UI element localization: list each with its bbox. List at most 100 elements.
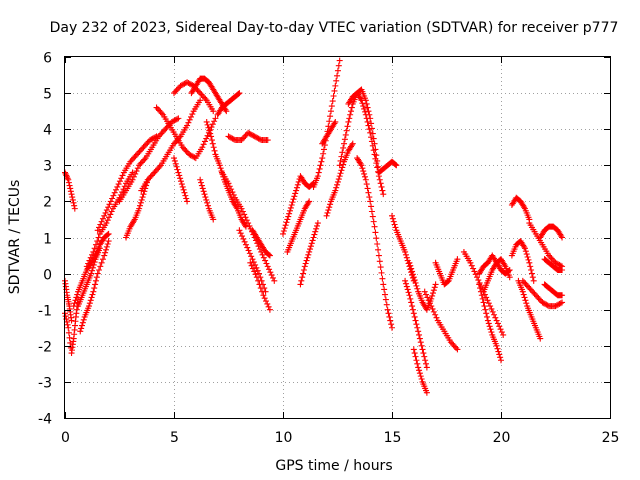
data-point bbox=[519, 288, 526, 295]
data-point-interp bbox=[207, 130, 214, 137]
data-point-interp bbox=[525, 256, 532, 263]
data-point-interp bbox=[429, 290, 436, 297]
data-point-interp bbox=[141, 156, 148, 163]
data-point-interp bbox=[293, 184, 300, 191]
data-point-interp bbox=[370, 218, 377, 225]
series-arc-30 bbox=[336, 86, 382, 176]
data-point bbox=[266, 252, 273, 259]
data-point-interp bbox=[252, 134, 259, 141]
series-arc-03 bbox=[62, 277, 75, 324]
data-point bbox=[410, 346, 417, 353]
data-point-interp bbox=[527, 263, 534, 270]
series-arc-15 bbox=[171, 155, 191, 205]
data-point bbox=[129, 176, 136, 183]
data-point-interp bbox=[200, 141, 207, 148]
data-point-interp bbox=[287, 204, 294, 211]
data-point bbox=[371, 223, 378, 230]
data-point bbox=[90, 288, 97, 295]
data-point bbox=[203, 118, 210, 125]
data-point-interp bbox=[549, 256, 556, 263]
data-point-interp bbox=[110, 192, 117, 199]
data-point-interp bbox=[295, 178, 302, 185]
data-point-interp bbox=[470, 265, 477, 272]
data-point-interp bbox=[378, 183, 385, 190]
data-point-interp bbox=[521, 279, 528, 286]
data-point-interp bbox=[369, 142, 376, 149]
data-point-interp bbox=[158, 110, 165, 117]
data-point-interp bbox=[105, 204, 112, 211]
data-point-interp bbox=[408, 299, 415, 306]
data-point-interp bbox=[242, 214, 249, 221]
data-point bbox=[559, 292, 566, 299]
data-point bbox=[251, 133, 258, 140]
data-point-interp bbox=[131, 154, 138, 161]
series-arc-09 bbox=[116, 115, 182, 205]
data-point-interp bbox=[365, 108, 372, 115]
data-point-interp bbox=[386, 313, 393, 320]
data-point-interp bbox=[137, 199, 144, 206]
data-point-interp bbox=[140, 157, 147, 164]
x-tick-label: 0 bbox=[61, 430, 70, 446]
data-point-interp bbox=[331, 87, 338, 94]
data-point-interp bbox=[237, 230, 244, 237]
data-point bbox=[236, 227, 243, 234]
data-point bbox=[559, 266, 566, 273]
data-point-interp bbox=[486, 323, 493, 330]
series-arc-26 bbox=[297, 220, 321, 288]
data-point-interp bbox=[96, 224, 103, 231]
data-point-interp bbox=[174, 85, 181, 92]
data-point-interp bbox=[528, 266, 535, 273]
data-point bbox=[402, 248, 409, 255]
data-point-interp bbox=[307, 243, 314, 250]
data-point bbox=[480, 299, 487, 306]
data-point-interp bbox=[426, 300, 433, 307]
data-point-interp bbox=[64, 175, 71, 182]
data-point-interp bbox=[144, 139, 151, 146]
data-point bbox=[447, 339, 454, 346]
data-point-interp bbox=[90, 261, 97, 268]
data-point-interp bbox=[97, 263, 104, 270]
series-arc-23 bbox=[249, 227, 273, 259]
data-point-interp bbox=[93, 274, 100, 281]
data-point-interp bbox=[313, 225, 320, 232]
series-arc-49 bbox=[537, 223, 566, 241]
data-point-interp bbox=[91, 245, 98, 252]
data-point bbox=[393, 162, 400, 169]
series-arc-32 bbox=[354, 155, 395, 331]
data-point-interp bbox=[195, 88, 202, 95]
y-tick-label: 6 bbox=[43, 51, 52, 67]
data-point bbox=[184, 79, 191, 86]
y-tick-label: 1 bbox=[43, 232, 52, 248]
y-tick-label: -4 bbox=[38, 412, 52, 428]
data-point-interp bbox=[525, 283, 532, 290]
data-point bbox=[498, 357, 504, 364]
data-point bbox=[410, 274, 417, 281]
series-arc-38 bbox=[421, 288, 461, 353]
data-point bbox=[114, 183, 121, 190]
data-point bbox=[256, 270, 263, 277]
data-point-interp bbox=[137, 160, 144, 167]
data-point-interp bbox=[233, 204, 240, 211]
data-point-interp bbox=[183, 195, 190, 202]
data-point-interp bbox=[378, 269, 385, 276]
data-point bbox=[90, 248, 97, 255]
data-point-interp bbox=[333, 184, 340, 191]
data-point-interp bbox=[245, 247, 252, 254]
data-point-interp bbox=[247, 131, 254, 138]
data-point-interp bbox=[520, 291, 527, 298]
data-point-interp bbox=[347, 111, 354, 118]
data-point-interp bbox=[346, 115, 353, 122]
data-point-interp bbox=[250, 132, 257, 139]
data-point-interp bbox=[92, 241, 99, 248]
data-point-interp bbox=[302, 260, 309, 267]
data-point-interp bbox=[303, 257, 310, 264]
data-point-interp bbox=[201, 138, 208, 145]
data-point-interp bbox=[182, 192, 189, 199]
data-point bbox=[245, 220, 252, 227]
data-point-interp bbox=[172, 139, 179, 146]
data-point-interp bbox=[555, 301, 562, 308]
data-point-interp bbox=[548, 255, 555, 262]
data-point-interp bbox=[253, 264, 260, 271]
data-point-interp bbox=[392, 224, 399, 231]
data-point-interp bbox=[96, 266, 103, 273]
